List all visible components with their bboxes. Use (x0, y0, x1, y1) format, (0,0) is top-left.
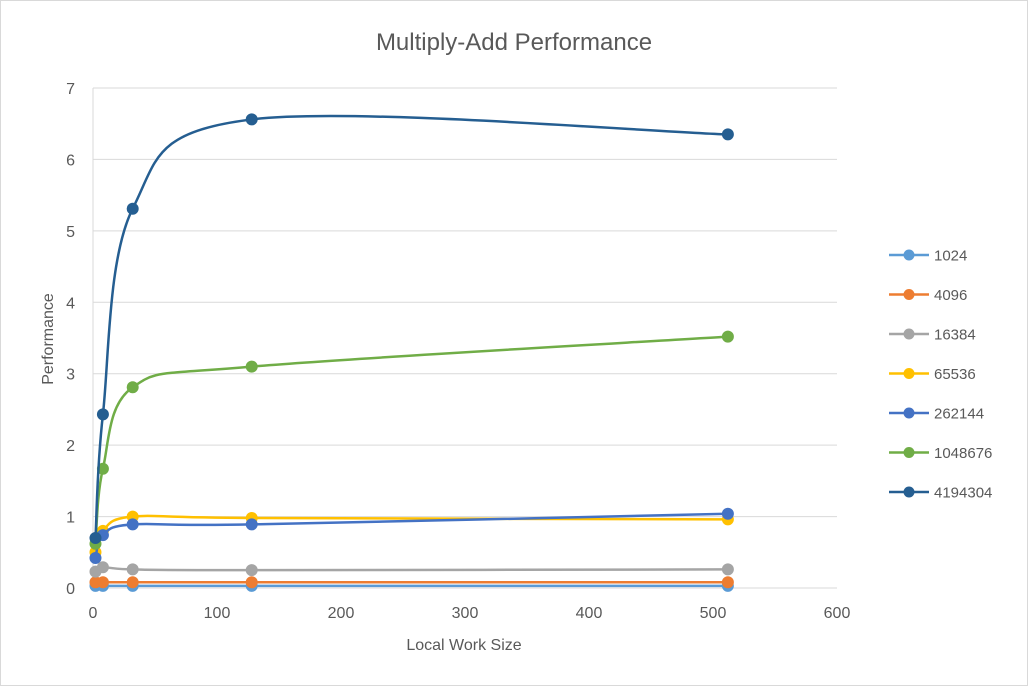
data-point (126, 518, 139, 531)
y-tick-label: 0 (66, 581, 75, 598)
y-tick-label: 4 (66, 295, 75, 312)
x-tick-label: 200 (328, 605, 355, 622)
x-tick-label: 400 (576, 605, 603, 622)
legend-marker (903, 447, 915, 458)
data-point (96, 576, 109, 589)
legend-label: 4096 (934, 287, 967, 304)
series-262144 (89, 507, 734, 564)
series-4096 (89, 576, 734, 589)
x-tick-label: 300 (452, 605, 479, 622)
legend-marker (903, 289, 915, 300)
data-point (245, 576, 258, 589)
series-65536 (89, 510, 734, 559)
legend-marker (903, 407, 915, 419)
legend-entry: 1048676 (889, 445, 992, 462)
series-lines (89, 113, 734, 592)
series-line (94, 566, 728, 573)
legend-marker (903, 328, 915, 340)
data-point (126, 381, 139, 394)
chart-title: Multiply-Add Performance (376, 29, 652, 56)
legend-marker (903, 486, 915, 498)
legend-entry: 262144 (889, 406, 984, 423)
legend-entry: 1024 (889, 248, 967, 265)
y-tick-label: 7 (66, 81, 75, 98)
legend-marker (903, 368, 915, 379)
series-16384 (89, 561, 734, 578)
data-point (126, 576, 139, 589)
legend-label: 4194304 (934, 485, 992, 502)
x-tick-label: 100 (204, 605, 231, 622)
data-point (96, 561, 109, 574)
y-tick-label: 5 (66, 224, 75, 241)
legend-entry: 4096 (889, 287, 967, 304)
data-point (96, 408, 109, 421)
data-point (245, 360, 258, 373)
y-tick-label: 2 (66, 438, 75, 455)
data-point (721, 330, 734, 343)
legend-entry: 65536 (889, 366, 976, 383)
series-line (94, 114, 728, 539)
y-tick-label: 1 (66, 510, 75, 527)
gridlines (93, 87, 837, 518)
legend-label: 1048676 (934, 445, 992, 462)
data-point (245, 564, 258, 577)
legend-label: 1024 (934, 248, 967, 265)
data-point (245, 518, 258, 531)
data-point (721, 576, 734, 589)
legend-marker (903, 249, 915, 261)
data-point (126, 202, 139, 215)
legend-label: 262144 (934, 406, 984, 423)
legend-label: 65536 (934, 366, 976, 383)
data-point (721, 128, 734, 141)
axes: 0 1 2 3 4 5 6 7 0 100 200 300 400 500 600 (66, 81, 850, 622)
x-tick-label: 600 (824, 605, 851, 622)
y-tick-label: 3 (66, 367, 75, 384)
x-tick-label: 500 (700, 605, 727, 622)
legend-entry: 4194304 (889, 485, 992, 502)
x-axis-title: Local Work Size (406, 637, 521, 654)
legend-label: 16384 (934, 327, 976, 344)
y-axis-title: Performance (40, 293, 57, 385)
data-point (721, 563, 734, 576)
data-point (89, 532, 102, 544)
series-line (94, 335, 728, 544)
y-tick-label: 6 (66, 152, 75, 169)
legend-entry: 16384 (889, 327, 976, 344)
x-tick-label: 0 (89, 605, 98, 622)
data-point (721, 507, 734, 520)
data-point (126, 563, 139, 576)
series-4194304 (89, 113, 734, 544)
data-point (89, 552, 102, 564)
legend: 1024 4096 16384 65536 262144 1048676 4194304 (889, 248, 992, 502)
data-point (245, 113, 258, 126)
